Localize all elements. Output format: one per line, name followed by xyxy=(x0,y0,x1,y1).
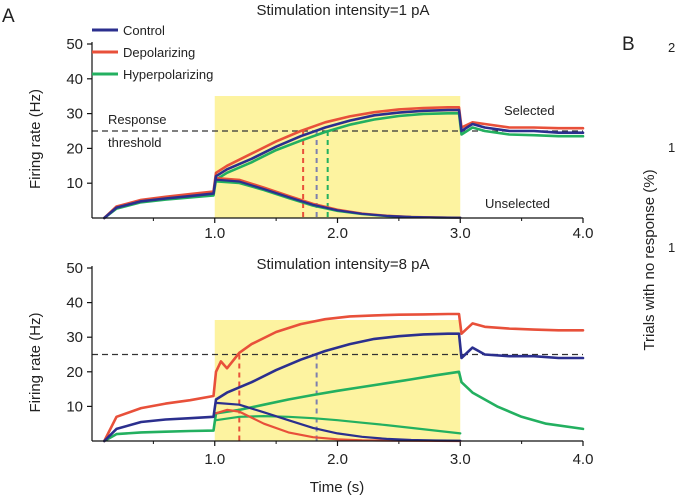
bottom-stimulus-window xyxy=(214,320,461,441)
bottom-x-axis-label: Time (s) xyxy=(310,479,364,496)
top-chart-title: Stimulation intensity=1 pA xyxy=(256,2,429,19)
y-tick-label: 20 xyxy=(66,364,83,381)
panel-letter-b: B xyxy=(622,34,635,55)
x-tick-label: 4.0 xyxy=(573,225,594,242)
panel-top: 10 20 30 40 50 1.0 2.0 3.0 4.0 Stimulation inten… xyxy=(27,2,593,242)
y-tick-label: 40 xyxy=(66,295,83,312)
y-tick-label: 10 xyxy=(66,398,83,415)
depolarizing-selected-line xyxy=(103,312,585,443)
top-series-group xyxy=(103,106,585,220)
panel-b-ylabel: Trials with no response (%) xyxy=(641,169,658,350)
panel-bottom: 10 20 30 40 50 1.0 2.0 3.0 4.0 Stimulation inten… xyxy=(27,256,593,496)
x-tick-label: 3.0 xyxy=(450,225,471,242)
bottom-chart-title: Stimulation intensity=8 pA xyxy=(256,256,429,273)
legend-label-control: Control xyxy=(123,23,165,38)
control-unselected-line xyxy=(214,401,462,442)
y-tick-label: 40 xyxy=(66,71,83,88)
x-tick-label: 2.0 xyxy=(327,451,348,468)
x-tick-label: 3.0 xyxy=(450,451,471,468)
top-y-axis-label: Firing rate (Hz) xyxy=(27,89,44,189)
control-selected-line xyxy=(103,332,585,443)
annotation-threshold: threshold xyxy=(108,135,161,150)
annotation-response: Response xyxy=(108,112,167,127)
hyperpolarizing-selected-line xyxy=(103,112,585,220)
annotation-selected: Selected xyxy=(504,103,555,118)
control-selected-line xyxy=(103,108,585,220)
x-tick-label: 4.0 xyxy=(573,451,594,468)
y-tick-label: 50 xyxy=(66,36,83,53)
top-axis-ticks: 10 20 30 40 50 1.0 2.0 3.0 4.0 xyxy=(66,36,593,242)
y-tick-label: 50 xyxy=(66,260,83,277)
panel-b-tick-mid2: 1 xyxy=(668,240,675,255)
y-tick-label: 20 xyxy=(66,140,83,157)
panel-b-tick-top: 2 xyxy=(668,40,675,55)
x-tick-label: 1.0 xyxy=(204,225,225,242)
y-tick-label: 30 xyxy=(66,329,83,346)
panel-b-tick-mid1: 1 xyxy=(668,140,675,155)
panel-letter-a: A xyxy=(2,6,15,27)
y-tick-label: 10 xyxy=(66,175,83,192)
hyperpolarizing-unselected-line xyxy=(214,415,462,435)
y-tick-label: 30 xyxy=(66,106,83,123)
depolarizing-selected-line xyxy=(103,106,585,220)
legend-label-hyperpolarizing: Hyperpolarizing xyxy=(123,67,213,82)
legend-label-depolarizing: Depolarizing xyxy=(123,45,195,60)
bottom-crossing-markers xyxy=(238,354,318,441)
x-tick-label: 2.0 xyxy=(327,225,348,242)
control-unselected-line xyxy=(214,178,462,219)
hyperpolarizing-selected-line xyxy=(103,370,585,443)
bottom-y-axis-label: Firing rate (Hz) xyxy=(27,312,44,412)
bottom-axis-ticks: 10 20 30 40 50 1.0 2.0 3.0 4.0 xyxy=(66,260,593,468)
x-tick-label: 1.0 xyxy=(204,451,225,468)
annotation-unselected: Unselected xyxy=(485,196,550,211)
